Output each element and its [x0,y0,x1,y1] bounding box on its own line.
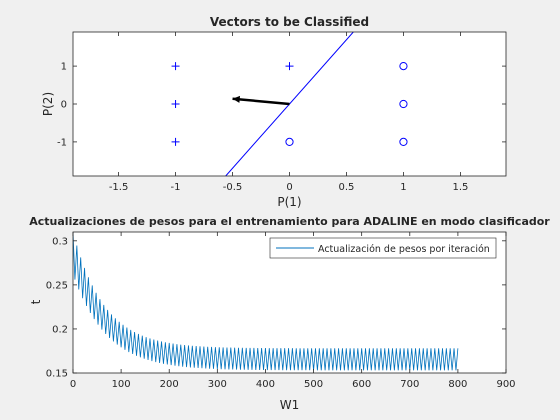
y-tick-label: 1 [61,62,67,73]
legend-entry: Actualización de pesos por iteración [318,244,490,255]
x-tick-label: 700 [400,379,419,390]
x-tick-label: 800 [448,379,467,390]
weights-plot-ticks: 0 100 200 300 400 500 600 700 800 900 0.15 0.2 0.25 0… [46,232,516,390]
circle-point [399,99,408,109]
x-tick-label: -1.5 [109,182,129,193]
vectors-plot-marks [171,32,408,176]
x-tick-label: 300 [208,379,227,390]
x-tick-label: -1 [171,182,181,193]
circle-point [399,62,408,71]
x-tick-label: 1 [400,182,406,193]
circle-point [399,137,408,146]
x-tick-label: 600 [352,379,371,390]
legend-box [269,237,497,259]
y-tick-label: 0 [61,100,67,111]
weights-plot-marks [73,232,459,371]
vectors-plot-title: Vectors to be Classified [210,15,369,29]
x-tick-label: 400 [256,379,275,390]
x-tick-label: 200 [160,379,179,390]
weights-plot: Actualizaciones de pesos para el entrena… [29,215,550,412]
plus-point [171,100,180,108]
y-tick-label: -1 [57,137,67,148]
y-tick-label: 0.15 [46,369,68,380]
weight-update-series-line [73,232,459,371]
legend: Actualización de pesos por iteración [269,237,497,259]
x-tick-label: 0 [70,379,76,390]
x-tick-label: 500 [304,379,323,390]
weights-plot-title: Actualizaciones de pesos para el entrena… [29,215,550,228]
weights-plot-xlabel: W1 [280,398,300,412]
x-tick-label: 1.5 [452,182,468,193]
plus-point [171,137,180,146]
x-tick-label: 0 [286,182,292,193]
vectors-plot-xlabel: P(1) [277,195,301,209]
vectors-plot: Vectors to be Classified -1.5 -1 -0.5 0 0.5 1… [41,15,507,209]
x-tick-label: 0.5 [339,182,355,193]
weight-vector-shaft [232,97,290,106]
circle-point [285,137,294,146]
weights-plot-ylabel: t [29,299,43,304]
weight-vector-arrowhead [232,95,241,103]
vectors-plot-ylabel: P(2) [41,92,55,116]
x-tick-label: -0.5 [223,182,243,193]
plus-point [171,62,180,71]
y-tick-label: 0.25 [46,280,68,291]
weights-plot-axes-frame [72,231,507,374]
vectors-plot-ticks: -1.5 -1 -0.5 0 0.5 1 1.5 -1 0 1 [57,32,506,193]
plus-point [285,62,294,71]
x-tick-label: 100 [112,379,131,390]
y-tick-label: 0.3 [52,236,68,247]
y-tick-label: 0.2 [52,324,68,335]
x-tick-label: 900 [496,379,515,390]
